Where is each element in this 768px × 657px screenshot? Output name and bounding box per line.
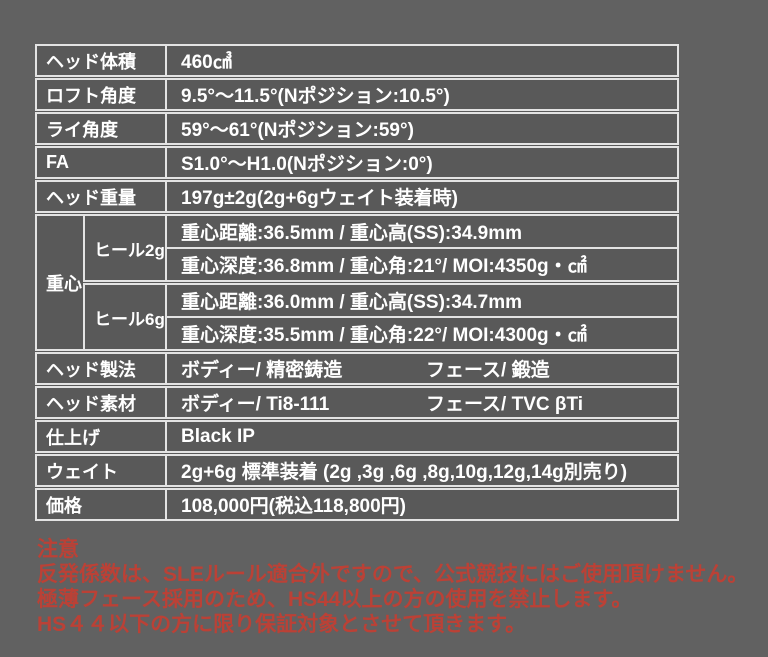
row-head-weight: ヘッド重量 197g±2g(2g+6gウェイト装着時) bbox=[36, 177, 678, 214]
spec-label: FA bbox=[36, 143, 166, 180]
heel-6g-label: ヒール6g bbox=[83, 280, 166, 352]
notice-line: 反発係数は、SLEルール適合外ですので、公式競技にはご使用頂けません。 bbox=[37, 563, 749, 586]
row-gravity-heel2g-2: 重心深度:36.8mm / 重心角:21°/ MOI:4350g・㎠ bbox=[36, 247, 678, 283]
row-finish: 仕上げ Black IP bbox=[36, 417, 678, 454]
row-lie-angle: ライ角度 59°〜61°(Nポジション:59°) bbox=[36, 109, 678, 146]
spec-label: ロフト角度 bbox=[36, 75, 166, 112]
spec-value: 重心距離:36.5mm / 重心高(SS):34.9mm bbox=[165, 211, 678, 248]
spec-label: 仕上げ bbox=[36, 417, 166, 454]
row-gravity-heel6g-2: 重心深度:35.5mm / 重心角:22°/ MOI:4300g・㎠ bbox=[36, 316, 678, 352]
spec-value: S1.0°〜H1.0(Nポジション:0°) bbox=[165, 143, 678, 180]
spec-label: ヘッド重量 bbox=[36, 177, 166, 214]
spec-label: ヘッド素材 bbox=[36, 383, 166, 420]
row-head-material: ヘッド素材 ボディー/ Ti8-111 フェース/ TVC βTi bbox=[36, 383, 678, 420]
spec-value: 重心距離:36.0mm / 重心高(SS):34.7mm bbox=[165, 280, 678, 317]
spec-value: 2g+6g 標準装着 (2g ,3g ,6g ,8g,10g,12g,14g別売… bbox=[165, 451, 678, 488]
spec-value: 108,000円(税込118,800円) bbox=[165, 485, 678, 520]
row-price: 価格 108,000円(税込118,800円) bbox=[36, 485, 678, 520]
row-gravity-heel2g-1: 重心 ヒール2g 重心距離:36.5mm / 重心高(SS):34.9mm bbox=[36, 211, 678, 352]
row-head-construction: ヘッド製法 ボディー/ 精密鋳造 フェース/ 鍛造 bbox=[36, 349, 678, 386]
spec-label: 価格 bbox=[36, 485, 166, 520]
row-loft-angle: ロフト角度 9.5°〜11.5°(Nポジション:10.5°) bbox=[36, 75, 678, 112]
face-spec: フェース/ TVC βTi bbox=[426, 394, 584, 415]
spec-value: 9.5°〜11.5°(Nポジション:10.5°) bbox=[165, 75, 678, 112]
spec-label: ヘッド製法 bbox=[36, 349, 166, 386]
notice-block: 注意 反発係数は、SLEルール適合外ですので、公式競技にはご使用頂けません。 極… bbox=[37, 537, 748, 637]
spec-value: 重心深度:36.8mm / 重心角:21°/ MOI:4350g・㎠ bbox=[165, 247, 678, 283]
heel-2g-label: ヒール2g bbox=[83, 211, 166, 283]
row-head-volume: ヘッド体積 460㎤ bbox=[36, 45, 678, 78]
spec-value: 重心深度:35.5mm / 重心角:22°/ MOI:4300g・㎠ bbox=[165, 316, 678, 352]
spec-table: ヘッド体積 460㎤ ロフト角度 9.5°〜11.5°(Nポジション:10.5°… bbox=[35, 44, 679, 521]
row-gravity-heel6g-1: ヒール6g 重心距離:36.0mm / 重心高(SS):34.7mm bbox=[36, 280, 678, 352]
row-weight-options: ウェイト 2g+6g 標準装着 (2g ,3g ,6g ,8g,10g,12g,… bbox=[36, 451, 678, 488]
spec-label: ライ角度 bbox=[36, 109, 166, 146]
notice-line: 極薄フェース採用のため、HS44以上の方の使用を禁止します。 bbox=[37, 588, 633, 611]
spec-label: ヘッド体積 bbox=[46, 51, 136, 72]
face-spec: フェース/ 鍛造 bbox=[426, 360, 550, 381]
spec-label: ウェイト bbox=[36, 451, 166, 488]
row-fa: FA S1.0°〜H1.0(Nポジション:0°) bbox=[36, 143, 678, 180]
spec-value: ボディー/ Ti8-111 フェース/ TVC βTi bbox=[165, 383, 678, 420]
notice-line: HS４４以下の方に限り保証対象とさせて頂きます。 bbox=[37, 613, 527, 636]
body-spec: ボディー/ 精密鋳造 bbox=[181, 360, 343, 381]
spec-value: Black IP bbox=[165, 417, 678, 454]
spec-value: 197g±2g(2g+6gウェイト装着時) bbox=[165, 177, 678, 214]
notice-title: 注意 bbox=[37, 538, 79, 561]
body-spec: ボディー/ Ti8-111 bbox=[181, 394, 330, 415]
spec-value: 59°〜61°(Nポジション:59°) bbox=[165, 109, 678, 146]
spec-value: 460㎤ bbox=[165, 45, 678, 78]
gravity-label: 重心 bbox=[36, 211, 84, 352]
spec-value: ボディー/ 精密鋳造 フェース/ 鍛造 bbox=[165, 349, 678, 386]
